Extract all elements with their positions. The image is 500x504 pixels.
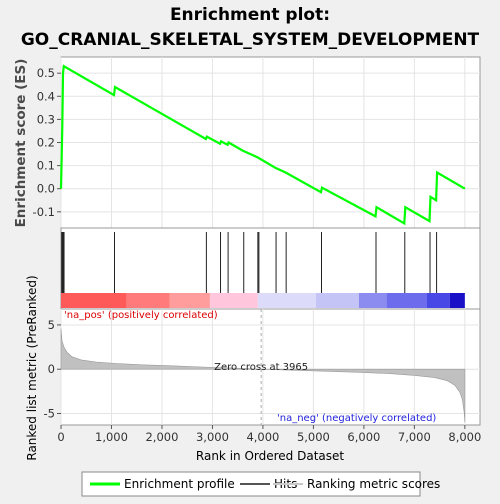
es-y-tick-label: 0.0 [37, 182, 55, 196]
x-axis: 0 1,000 2,000 3,000 4,000 5,000 6,000 7,000 8,00… [57, 425, 481, 444]
enrichment-profile-line [59, 64, 466, 226]
heat-segment [169, 293, 210, 308]
es-grid [60, 57, 480, 228]
es-y-tick-label: -0.1 [33, 205, 55, 219]
es-y-tick-label: 0.3 [37, 112, 55, 126]
heat-segment [358, 293, 387, 308]
heat-segment [386, 293, 427, 308]
x-tick-label: 6,000 [347, 430, 380, 444]
es-y-axis-label: Enrichment score (ES) [13, 59, 29, 228]
hits-marks [61, 232, 438, 293]
x-tick-label: 5,000 [297, 430, 330, 444]
rank-y-axis-label: Ranked list metric (PreRanked) [25, 275, 39, 460]
es-y-axis: -0.1 0.0 0.1 0.2 0.3 0.4 0.5 [33, 66, 61, 219]
ranking-heat-bar [61, 293, 465, 308]
heat-segment [315, 293, 359, 308]
heat-segment [209, 293, 258, 308]
heat-segment [61, 293, 127, 308]
rank-y-axis: -5 0 5 [44, 318, 61, 420]
heat-segment [126, 293, 170, 308]
zero-cross-label: Zero cross at 3965 [214, 362, 308, 373]
x-tick-label: 0 [57, 430, 64, 444]
x-tick-label: 4,000 [246, 430, 279, 444]
x-axis-label: Rank in Ordered Dataset [196, 449, 344, 463]
neg-correlated-label: 'na_neg' (negatively correlated) [277, 413, 436, 424]
chart-title-line1: Enrichment plot: [170, 5, 330, 25]
legend-label: Enrichment profile [124, 477, 235, 491]
x-tick-label: 7,000 [398, 430, 431, 444]
rank-y-tick-label: 5 [48, 318, 55, 332]
heat-segment [449, 293, 465, 308]
es-y-tick-label: 0.2 [37, 136, 55, 150]
heat-segment [257, 293, 316, 308]
rank-y-tick-label: -5 [44, 406, 55, 420]
legend-label: Ranking metric scores [307, 477, 440, 491]
x-tick-label: 2,000 [145, 430, 178, 444]
x-tick-label: 8,000 [448, 430, 481, 444]
ranking-metric-area [60, 328, 466, 423]
es-y-tick-label: 0.1 [37, 159, 55, 173]
es-y-tick-label: 0.4 [37, 89, 55, 103]
legend-items: Enrichment profile Hits Ranking metric sco… [90, 477, 440, 491]
x-tick-label: 1,000 [95, 430, 128, 444]
rank-y-tick-label: 0 [48, 362, 55, 376]
heat-segment [426, 293, 450, 308]
es-y-tick-label: 0.5 [37, 66, 55, 80]
x-tick-label: 3,000 [196, 430, 229, 444]
chart-title-line2: GO_CRANIAL_SKELETAL_SYSTEM_DEVELOPMENT [21, 30, 480, 50]
pos-correlated-label: 'na_pos' (positively correlated) [64, 310, 218, 321]
